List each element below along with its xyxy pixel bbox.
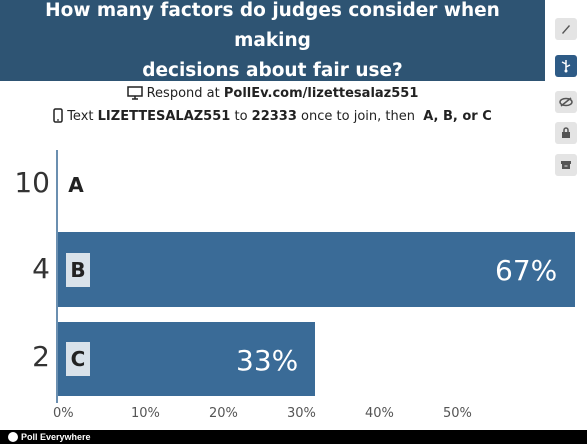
respond-text-suffix: once to join, then	[301, 109, 415, 124]
respond-text-line: Text LIZETTESALAZ551 to 22333 once to jo…	[0, 107, 545, 130]
option-b-bar	[58, 232, 575, 307]
poll-everywhere-logo[interactable]: Poll Everywhere	[8, 431, 91, 443]
respond-text-number: 22333	[251, 109, 297, 124]
option-c-bar	[58, 322, 316, 396]
footer-bar: Poll Everywhere	[0, 430, 587, 444]
respond-web-prefix: Respond at	[146, 86, 220, 101]
question-banner: How many factors do judges consider when…	[0, 0, 545, 81]
lock-icon[interactable]	[555, 122, 577, 144]
usb-icon[interactable]	[555, 55, 577, 77]
tick-20: 20%	[209, 406, 238, 421]
tick-40: 40%	[365, 406, 394, 421]
respond-web-url[interactable]: PollEv.com/lizettesalaz551	[223, 86, 419, 101]
respond-text-to: to	[234, 109, 248, 124]
respond-instructions: Respond at PollEv.com/lizettesalaz551 Te…	[0, 84, 545, 130]
question-line-1: How many factors do judges consider when…	[45, 0, 500, 51]
option-c-count: 2	[32, 340, 50, 373]
monitor-icon	[126, 86, 143, 107]
footer-brand: Poll Everywhere	[21, 432, 91, 442]
option-a-letter: A	[68, 173, 84, 197]
eye-hide-icon[interactable]	[555, 91, 577, 113]
y-axis-line	[56, 150, 58, 403]
respond-text-prefix: Text	[67, 109, 94, 124]
logo-mark-icon	[8, 432, 18, 442]
respond-text-code: LIZETTESALAZ551	[97, 109, 231, 124]
option-b-letter: B	[66, 253, 90, 287]
respond-web-line: Respond at PollEv.com/lizettesalaz551	[0, 84, 545, 107]
question-line-2: decisions about fair use?	[142, 59, 403, 81]
option-c-letter: C	[66, 342, 90, 376]
archive-icon[interactable]	[555, 154, 577, 176]
x-axis-ticks: 0% 10% 20% 30% 40% 50%	[0, 406, 587, 426]
respond-text-options: A, B, or C	[423, 109, 492, 124]
pencil-icon[interactable]	[555, 18, 577, 40]
question-title: How many factors do judges consider when…	[13, 0, 533, 86]
tick-10: 10%	[131, 406, 160, 421]
option-c-percent: 33%	[236, 344, 299, 377]
option-a-count: 10	[14, 166, 50, 199]
tick-30: 30%	[287, 406, 316, 421]
tick-0: 0%	[53, 406, 74, 421]
option-b-count: 4	[32, 252, 50, 285]
tick-50: 50%	[443, 406, 472, 421]
phone-icon	[53, 108, 63, 130]
option-b-percent: 67%	[495, 254, 558, 287]
